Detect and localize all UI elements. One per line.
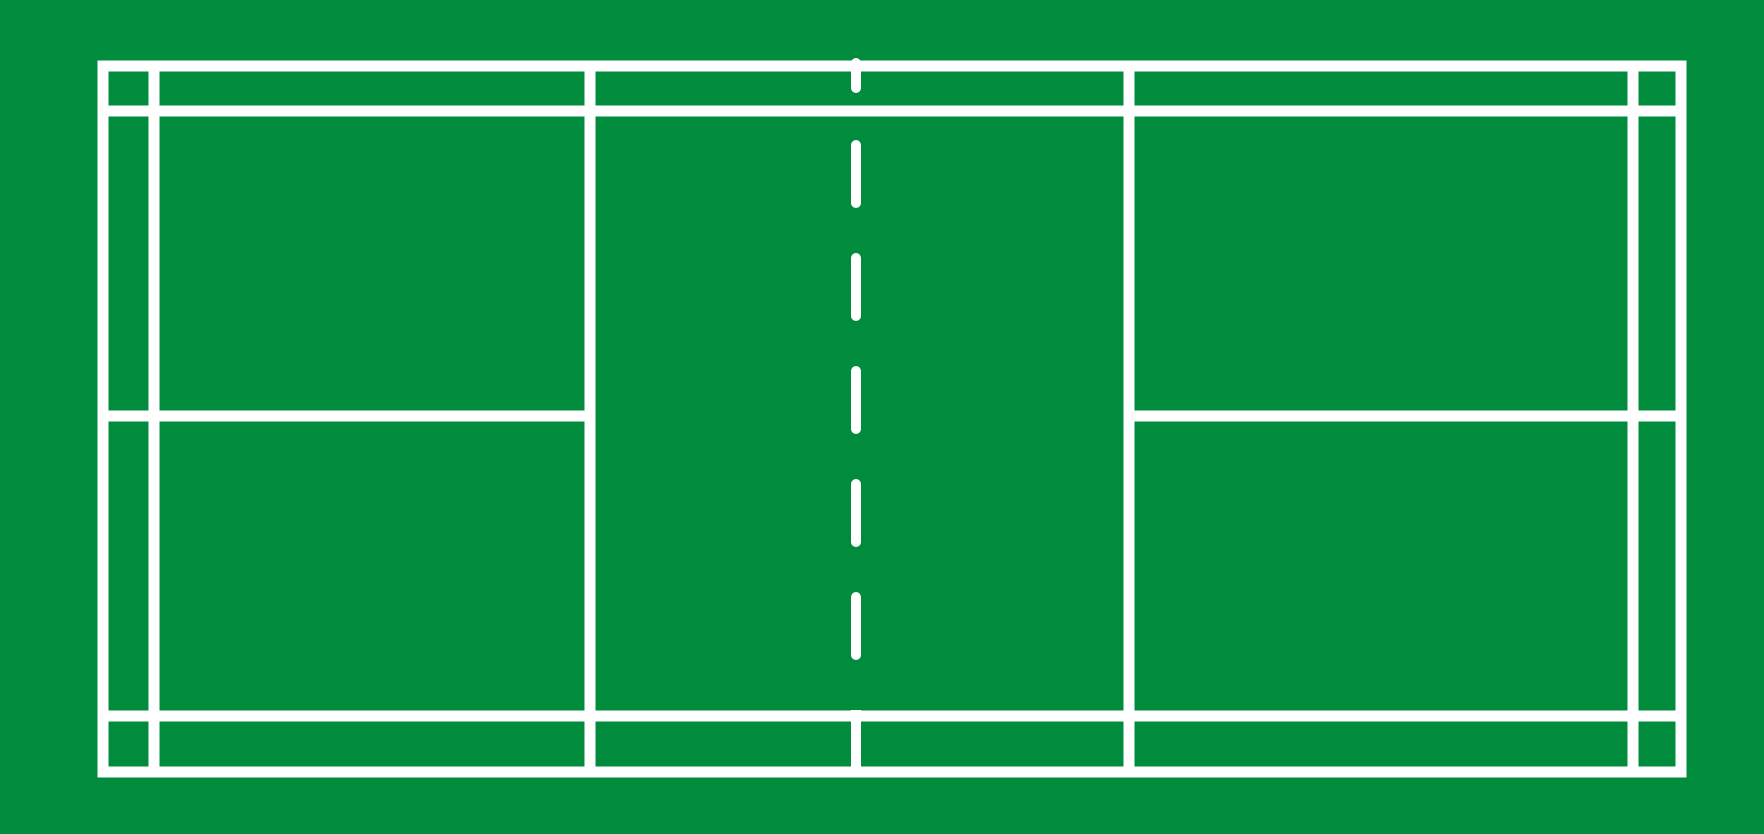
court-lines	[97, 58, 1687, 778]
